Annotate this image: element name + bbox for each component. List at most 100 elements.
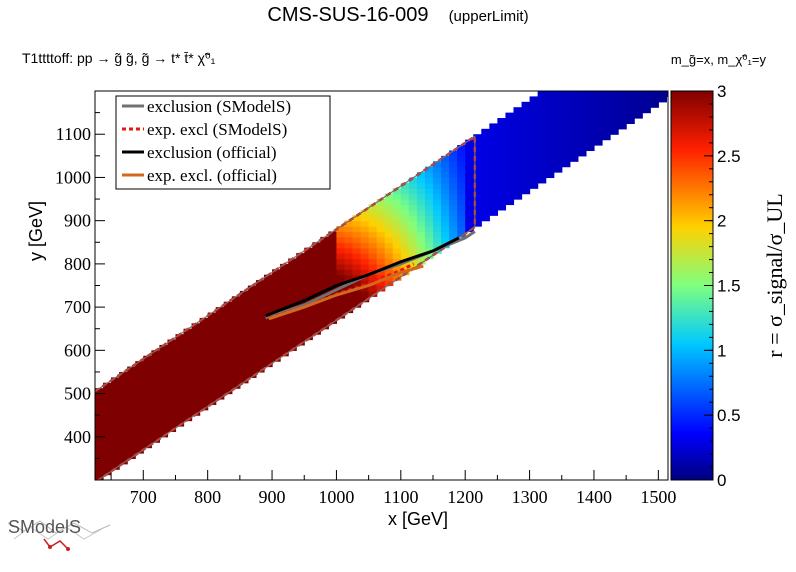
heatmap-cell: [368, 220, 378, 227]
heatmap-cell: [537, 161, 547, 168]
heatmap-cell: [135, 382, 144, 389]
heatmap-cell: [368, 263, 378, 270]
heatmap-cell: [433, 172, 442, 179]
heatmap-cell: [561, 155, 571, 162]
heatmap-cell: [497, 204, 507, 211]
heatmap-cell: [288, 334, 297, 341]
heatmap-cell: [481, 134, 490, 141]
heatmap-cell: [529, 182, 539, 189]
heatmap-cell: [465, 220, 474, 227]
heatmap-cell: [103, 458, 112, 465]
heatmap-cell: [167, 361, 177, 368]
heatmap-cell: [191, 393, 201, 400]
heatmap-cell: [408, 193, 418, 200]
heatmap-cell: [296, 312, 305, 319]
heatmap-cell: [151, 350, 160, 357]
heatmap-cell: [376, 199, 386, 206]
heatmap-cell: [111, 382, 120, 389]
heatmap-cell: [416, 236, 426, 243]
heatmap-cell: [231, 371, 241, 378]
heatmap-cell: [626, 112, 635, 119]
heatmap-cell: [457, 172, 466, 179]
heatmap-cell: [626, 107, 635, 114]
heatmap-cell: [449, 209, 458, 216]
heatmap-cell: [561, 118, 571, 125]
heatmap-cell: [400, 193, 410, 200]
heatmap-cell: [231, 328, 241, 335]
heatmap-cell: [489, 188, 498, 195]
heatmap-cell: [175, 415, 185, 422]
heatmap-cell: [272, 355, 281, 362]
heatmap-cell: [537, 134, 547, 141]
z-axis-label: r = σ_signal/σ_UL: [762, 193, 787, 357]
heatmap-cell: [215, 312, 225, 319]
heatmap-cell: [328, 242, 338, 249]
heatmap-cell: [465, 150, 474, 157]
heatmap-cell: [328, 301, 338, 308]
heatmap-cell: [497, 128, 507, 135]
heatmap-cell: [143, 404, 152, 411]
heatmap-cell: [231, 344, 241, 351]
heatmap-cell: [360, 263, 370, 270]
heatmap-cell: [175, 350, 185, 357]
heatmap-cell: [392, 226, 402, 233]
heatmap-cell: [392, 258, 402, 265]
heatmap-cell: [521, 161, 531, 168]
heatmap-cell: [135, 404, 144, 411]
heatmap-cell: [127, 398, 136, 405]
heatmap-cell: [336, 312, 346, 319]
heatmap-cell: [175, 398, 185, 405]
heatmap-cell: [175, 339, 185, 346]
heatmap-cell: [119, 382, 128, 389]
heatmap-cell: [296, 269, 305, 276]
heatmap-cell: [95, 404, 104, 411]
heatmap-cell: [626, 96, 635, 103]
heatmap-cell: [103, 442, 112, 449]
legend-entry-label: exp. excl. (official): [147, 166, 277, 185]
heatmap-cell: [513, 182, 523, 189]
heatmap-cell: [368, 253, 378, 260]
heatmap-cell: [545, 150, 555, 157]
heatmap-cell: [336, 274, 346, 281]
heatmap-cell: [280, 323, 289, 330]
heatmap-cell: [191, 355, 201, 362]
heatmap-cell: [441, 155, 450, 162]
heatmap-cell: [352, 301, 362, 308]
heatmap-cell: [111, 377, 120, 384]
heatmap-cell: [215, 317, 225, 324]
heatmap-cell: [416, 215, 426, 222]
heatmap-cell: [111, 393, 120, 400]
heatmap-cell: [320, 323, 329, 330]
heatmap-cell: [433, 177, 442, 184]
heatmap-cell: [465, 155, 474, 162]
heatmap-cell: [255, 366, 265, 373]
heatmap-cell: [255, 290, 265, 297]
heatmap-cell: [280, 334, 289, 341]
heatmap-cell: [537, 150, 547, 157]
axes: 700 800 900 1000 1100 1200 1300 1400 1500 400 500 6…: [26, 112, 676, 529]
heatmap-cell: [416, 220, 426, 227]
heatmap-cell: [465, 145, 474, 152]
heatmap-cell: [505, 166, 515, 173]
y-tick-label: 800: [64, 254, 91, 274]
heatmap-cell: [175, 404, 185, 411]
heatmap-cell: [433, 209, 442, 216]
heatmap-cell: [159, 409, 169, 416]
heatmap-cell: [296, 339, 305, 346]
heatmap-cell: [264, 274, 273, 281]
heatmap-cell: [207, 312, 217, 319]
heatmap-cell: [328, 280, 338, 287]
heatmap-cell: [215, 371, 225, 378]
heatmap-cell: [272, 334, 281, 341]
heatmap-cell: [352, 231, 362, 238]
heatmap-cell: [424, 231, 434, 238]
heatmap-cell: [151, 436, 160, 443]
heatmap-cell: [183, 409, 193, 416]
heatmap-cell: [183, 344, 193, 351]
heatmap-cell: [272, 269, 281, 276]
heatmap-cell: [215, 355, 225, 362]
heatmap-cell: [119, 436, 128, 443]
heatmap-cell: [119, 398, 128, 405]
y-tick-label: 1000: [55, 167, 91, 187]
subtitle-text: (upperLimit): [448, 8, 529, 25]
